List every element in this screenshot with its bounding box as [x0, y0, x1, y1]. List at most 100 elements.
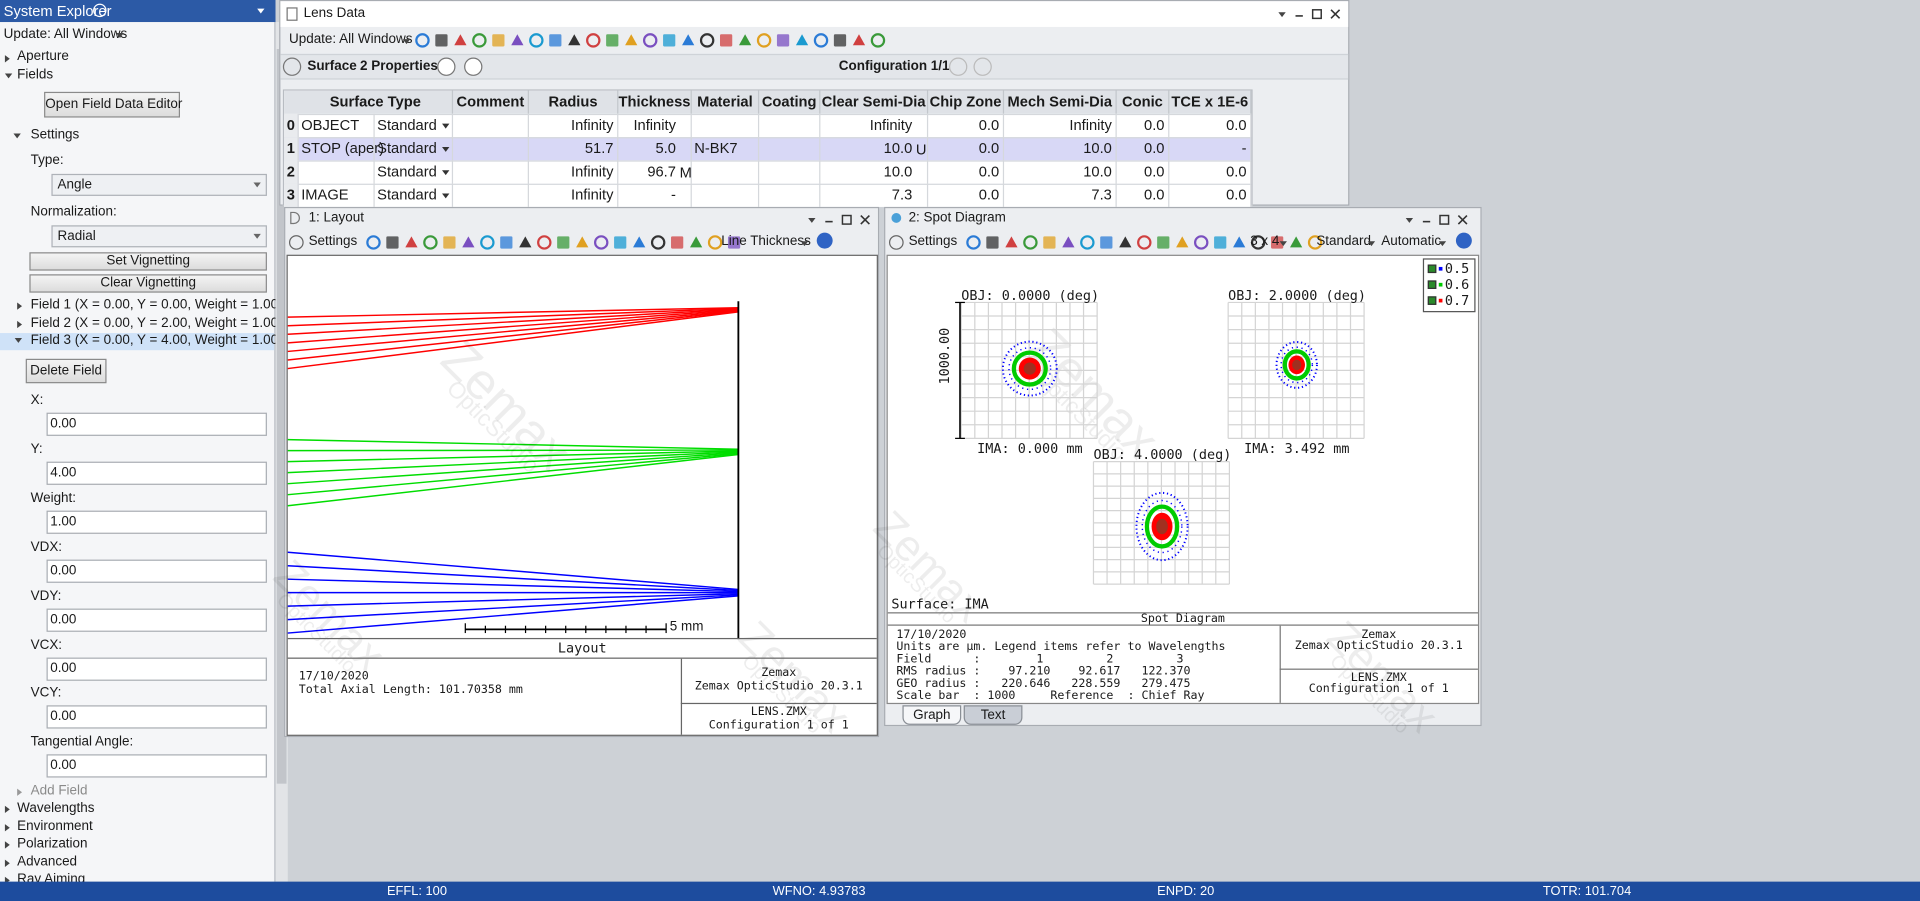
table-row[interactable] — [284, 183, 1252, 207]
table-cell[interactable]: Infinity — [820, 113, 929, 138]
text-input[interactable]: 0.00 — [46, 608, 267, 632]
tree-item[interactable]: Advanced — [17, 854, 78, 869]
legend-checkbox[interactable] — [1427, 296, 1437, 305]
legend-checkbox[interactable] — [1427, 264, 1437, 274]
settings-toggle[interactable] — [288, 235, 304, 250]
table-cell[interactable] — [453, 183, 529, 207]
table-cell[interactable]: 0.0 — [928, 113, 1005, 138]
column-header[interactable]: Coating — [759, 90, 821, 114]
table-cell[interactable]: 10.0 — [820, 160, 929, 184]
dropdown-arrow[interactable] — [808, 217, 816, 223]
table-cell[interactable]: STOP (aper) — [299, 137, 384, 161]
tree-item[interactable]: Environment — [17, 818, 93, 834]
scrollbar-thumb[interactable] — [276, 48, 287, 784]
table-cell[interactable] — [759, 183, 821, 207]
tree-item[interactable]: Settings — [30, 127, 80, 143]
table-cell[interactable]: Standard — [375, 137, 454, 161]
dropdown-arrow[interactable] — [1438, 241, 1447, 247]
text-input[interactable]: 0.00 — [46, 656, 267, 681]
collapse-button[interactable] — [282, 57, 302, 76]
table-cell[interactable] — [453, 113, 529, 138]
tree-item[interactable]: Add Field — [30, 783, 88, 799]
table-cell[interactable]: Infinity — [618, 113, 692, 138]
tree-item[interactable]: Aperture — [17, 48, 69, 64]
column-header[interactable]: Material — [692, 90, 760, 114]
nav-label[interactable]: 2 Properties — [360, 58, 438, 74]
update-dropdown[interactable]: Update: All Windows — [288, 31, 413, 47]
table-cell[interactable]: 0.0 — [1169, 113, 1252, 138]
table-cell[interactable]: 10.0 — [1004, 160, 1117, 184]
table-cell[interactable]: Infinity — [529, 113, 619, 138]
tab[interactable]: Graph — [902, 705, 962, 725]
column-header[interactable]: Mech Semi-Dia — [1004, 90, 1117, 114]
table-cell[interactable]: Standard — [375, 160, 454, 184]
tab[interactable]: Text — [963, 705, 1023, 725]
table-cell[interactable]: 0.0 — [928, 137, 1005, 161]
dropdown-arrow[interactable] — [1279, 241, 1287, 247]
expander[interactable] — [4, 876, 10, 885]
table-cell[interactable] — [759, 113, 821, 138]
line-thickness-dropdown[interactable]: Line Thickness — [721, 233, 811, 249]
button[interactable]: Set Vignetting — [29, 252, 267, 271]
button[interactable]: Clear Vignetting — [29, 274, 267, 293]
text-input[interactable]: 0.00 — [46, 754, 267, 778]
text-input[interactable]: 1.00 — [46, 510, 267, 534]
table-cell[interactable]: 0.0 — [1169, 160, 1252, 184]
dropdown-arrow[interactable] — [442, 123, 450, 129]
column-header[interactable]: Conic — [1117, 90, 1170, 114]
table-cell[interactable]: 0.0 — [1117, 113, 1170, 138]
table-cell[interactable]: 10.0 — [820, 137, 929, 161]
column-header[interactable]: Radius — [529, 90, 619, 114]
table-cell[interactable] — [453, 160, 529, 184]
dropdown-arrow[interactable] — [442, 193, 450, 199]
expander[interactable] — [4, 841, 10, 849]
table-cell[interactable]: 0.0 — [1117, 160, 1170, 184]
column-header[interactable]: Chip Zone — [928, 90, 1005, 114]
text-input[interactable]: 0.00 — [46, 559, 267, 583]
dropdown[interactable]: Radial — [51, 225, 267, 248]
table-cell[interactable]: 3 — [284, 183, 299, 207]
expander[interactable] — [17, 302, 23, 310]
expander[interactable] — [4, 805, 10, 814]
column-header[interactable]: Clear Semi-Dia — [820, 90, 929, 114]
dropdown-arrow[interactable] — [14, 337, 23, 343]
dropdown-arrow[interactable] — [253, 233, 261, 239]
settings-toggle[interactable] — [888, 235, 904, 250]
column-header[interactable]: Surface Type — [299, 90, 454, 114]
text-input[interactable]: 0.00 — [46, 412, 267, 436]
dropdown-arrow[interactable] — [1278, 12, 1286, 18]
column-header[interactable]: Thickness — [618, 90, 692, 114]
table-cell[interactable]: Infinity — [529, 160, 619, 184]
table-cell[interactable]: Infinity — [1004, 113, 1117, 138]
table-cell[interactable]: 10.0 — [1004, 137, 1117, 161]
expander[interactable] — [4, 823, 10, 831]
table-cell[interactable]: 2 — [284, 160, 299, 184]
table-cell[interactable]: 7.3 — [820, 183, 929, 207]
legend-checkbox[interactable] — [1427, 280, 1437, 289]
expander[interactable] — [4, 55, 10, 63]
expander[interactable] — [17, 788, 23, 796]
tree-item[interactable]: Fields — [17, 67, 54, 83]
dropdown-arrow[interactable] — [402, 39, 411, 45]
column-header[interactable]: TCE x 1E-6 — [1169, 90, 1252, 114]
table-cell[interactable]: Standard — [375, 113, 454, 138]
update-dropdown[interactable]: Update: All Windows — [3, 26, 128, 42]
nav-arrow[interactable] — [464, 57, 483, 76]
dropdown-arrow[interactable] — [800, 241, 809, 247]
tree-item[interactable]: Field 3 (X = 0.00, Y = 4.00, Weight = 1.… — [30, 333, 283, 348]
tree-item[interactable]: Field 1 (X = 0.00, Y = 0.00, Weight = 1.… — [30, 297, 283, 313]
expander[interactable] — [17, 320, 23, 328]
table-cell[interactable] — [299, 160, 375, 184]
table-cell[interactable]: 96.7 — [618, 160, 692, 184]
table-cell[interactable] — [759, 137, 821, 161]
tree-item[interactable]: Wavelengths — [17, 800, 95, 816]
table-cell[interactable] — [453, 137, 529, 161]
help-icon[interactable] — [93, 3, 107, 18]
settings-button[interactable]: Settings — [908, 233, 958, 249]
dropdown-arrow[interactable] — [253, 182, 261, 188]
table-cell[interactable]: N-BK7 — [692, 137, 760, 161]
nav-arrow[interactable] — [973, 57, 992, 76]
table-row[interactable] — [284, 160, 1252, 184]
table-cell[interactable] — [692, 160, 760, 184]
table-cell[interactable] — [692, 113, 760, 138]
